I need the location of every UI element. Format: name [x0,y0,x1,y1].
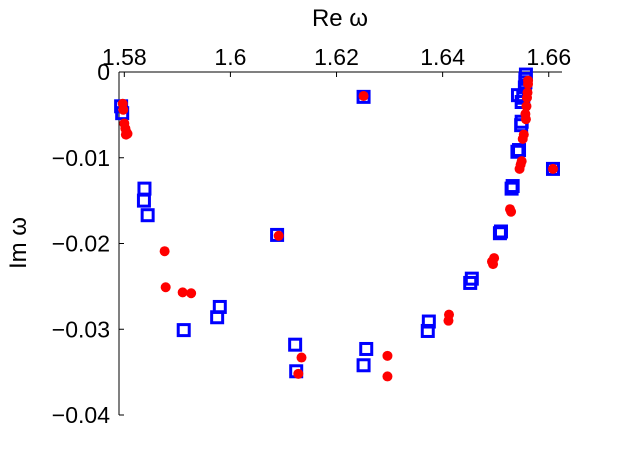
y-axis-ticks: 0 −0.01 −0.02 −0.03 −0.04 [52,59,124,428]
square-marker [512,143,527,158]
y-tick-label: −0.02 [52,231,110,257]
dot-marker [382,350,393,361]
y-tick-label: −0.04 [52,402,110,428]
dot-marker [122,128,133,139]
square-marker [288,337,303,352]
square-marker [176,323,191,338]
dot-marker [520,114,531,125]
dot-marker [358,91,369,102]
x-axis-title: Re ω [312,5,368,32]
square-marker [137,181,152,196]
dot-marker [293,368,304,379]
dot-marker [296,352,307,363]
dot-marker [521,101,532,112]
square-marker [493,224,508,239]
dot-marker [522,87,533,98]
square-marker [510,144,525,159]
square-marker [464,271,479,286]
dot-marker [523,75,534,86]
square-marker [136,193,151,208]
dot-marker [516,156,527,167]
y-tick-label: −0.03 [52,316,110,342]
dot-marker [547,163,558,174]
square-marker [505,179,520,194]
y-tick-label: −0.01 [52,145,110,171]
square-marker [140,208,155,223]
x-tick-label: 1.64 [420,44,465,70]
axes [118,71,562,415]
square-marker [545,161,560,176]
dot-marker [177,287,188,298]
dot-marker [489,253,500,264]
dot-marker [160,282,171,293]
y-axis-title: Im ω [5,217,32,269]
dot-marker [273,230,284,241]
square-marker [356,358,371,373]
dot-marker [118,104,129,115]
x-tick-label: 1.62 [314,44,359,70]
y-tick-label: 0 [97,59,110,85]
dot-marker [159,246,170,257]
x-tick-label: 1.66 [526,44,571,70]
dot-marker [506,206,517,217]
dot-marker [518,129,529,140]
dot-marker [186,288,197,299]
square-marker [212,299,227,314]
x-tick-label: 1.6 [214,44,246,70]
square-marker [420,323,435,338]
dot-marker [382,371,393,382]
data-marks [114,67,560,382]
dot-marker [443,315,454,326]
x-tick-label: 1.58 [102,44,147,70]
square-marker [359,341,374,356]
x-axis-ticks: 1.58 1.6 1.62 1.64 1.66 [102,44,571,77]
square-marker [421,314,436,329]
